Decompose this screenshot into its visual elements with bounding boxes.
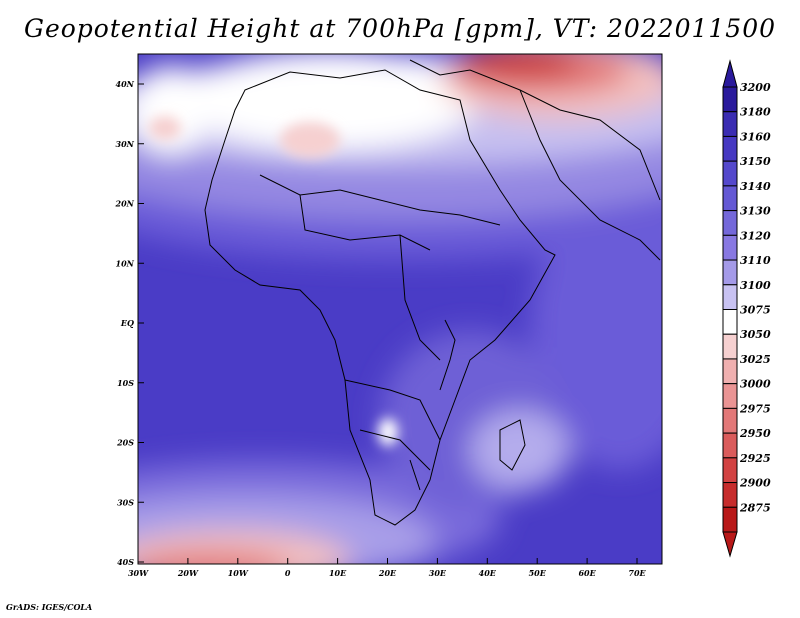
colorbar-swatch: [722, 482, 738, 508]
colorbar-label: 3025: [740, 353, 771, 366]
colorbar: 3200 3180 3160 3150 3140 3130 3120 3110 3100 3075…: [722, 59, 771, 558]
map-title: Geopotential Height at 700hPa [gpm], VT:…: [23, 14, 777, 43]
lat-label: 40S: [117, 557, 134, 567]
lat-label: 20S: [116, 438, 134, 448]
lat-label: 30N: [116, 139, 135, 149]
colorbar-swatch: [722, 111, 738, 137]
longitude-axis: 30W 20W 10W 0 10E 20E 30E 40E 50E 60E 70E: [128, 558, 647, 578]
colorbar-label: 3180: [740, 106, 771, 119]
lat-label: EQ: [120, 318, 134, 328]
lon-label: 30W: [128, 568, 149, 578]
plot-frame: [137, 53, 663, 565]
lon-label: 0: [285, 568, 291, 578]
colorbar-bottom-arrow: [722, 531, 738, 558]
colorbar-swatch: [722, 234, 738, 261]
colorbar-swatch: [722, 407, 738, 434]
colorbar-label: 3110: [740, 254, 771, 267]
colorbar-swatch: [722, 185, 738, 212]
lat-label: 10S: [117, 378, 134, 388]
lon-label: 10E: [329, 568, 347, 578]
lat-label: 30S: [117, 497, 134, 507]
colorbar-swatch: [722, 135, 738, 162]
colorbar-swatch: [722, 383, 738, 409]
colorbar-label: 3160: [740, 130, 771, 143]
colorbar-label: 2925: [739, 452, 771, 465]
lon-label: 40E: [479, 568, 497, 578]
colorbar-swatch: [722, 432, 738, 459]
colorbar-label: 2875: [739, 501, 771, 514]
colorbar-swatch: [722, 309, 738, 335]
colorbar-label: 3100: [740, 279, 771, 292]
colorbar-swatch: [722, 457, 738, 484]
colorbar-label: 3130: [740, 205, 771, 218]
colorbar-swatch: [722, 284, 738, 310]
lon-label: 60E: [578, 568, 596, 578]
lon-label: 30E: [429, 568, 447, 578]
lon-label: 20W: [177, 568, 199, 578]
colorbar-swatch: [722, 506, 738, 533]
lon-label: 10W: [228, 568, 249, 578]
colorbar-label: 3200: [740, 81, 771, 94]
colorbar-label: 3150: [740, 155, 771, 168]
colorbar-label: 3000: [740, 378, 771, 391]
footer-credit: GrADS: IGES/COLA: [6, 602, 93, 612]
colorbar-label: 3075: [740, 304, 771, 317]
colorbar-label: 2900: [739, 477, 771, 490]
colorbar-swatch: [722, 358, 738, 385]
colorbar-swatch: [722, 210, 738, 236]
colorbar-label: 3120: [740, 229, 771, 242]
lat-label: 20N: [115, 199, 135, 209]
lat-label: 10N: [116, 258, 135, 268]
coastlines: [204, 59, 661, 526]
colorbar-top-arrow: [722, 59, 738, 88]
colorbar-swatch: [722, 160, 738, 187]
colorbar-label: 2950: [739, 427, 771, 440]
colorbar-swatch: [722, 86, 738, 113]
geopotential-field: [138, 54, 662, 564]
lon-label: 50E: [529, 568, 547, 578]
lon-label: 70E: [628, 568, 646, 578]
colorbar-swatch: [722, 333, 738, 360]
lon-label: 20E: [378, 568, 397, 578]
lat-label: 40N: [116, 79, 135, 89]
colorbar-label: 3140: [740, 180, 771, 193]
colorbar-swatch: [722, 259, 738, 286]
latitude-axis: 40N 30N 20N 10N EQ 10S 20S 30S 40S: [115, 79, 144, 567]
colorbar-label: 3050: [740, 328, 771, 341]
colorbar-label: 2975: [739, 402, 771, 415]
